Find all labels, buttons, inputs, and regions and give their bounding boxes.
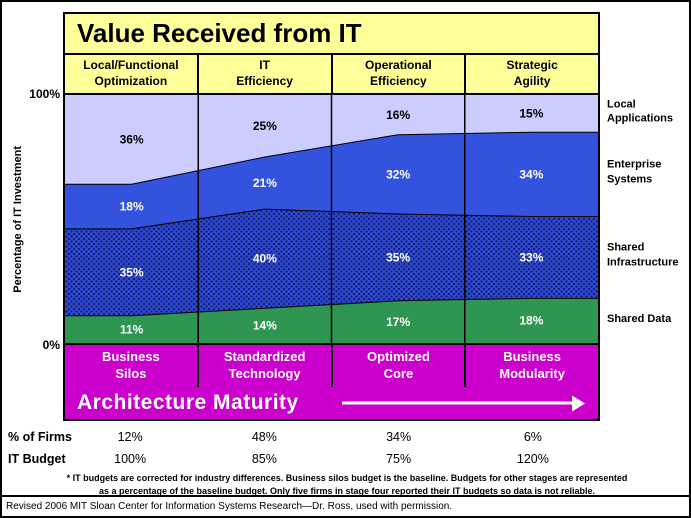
value-label: 35% [386, 250, 410, 264]
value-label: 21% [253, 176, 277, 190]
y-tick-0: 0% [42, 338, 60, 352]
y-axis: Percentage of IT Investment [6, 93, 30, 345]
right-arrow-icon [342, 401, 572, 405]
budget-row-label: IT Budget [8, 452, 66, 466]
firms-row-label: % of Firms [8, 430, 72, 444]
budget-value: 120% [516, 452, 549, 466]
value-label: 35% [120, 265, 144, 279]
maturity-stages: Business Silos Standardized Technology O… [63, 343, 600, 389]
column-header: Operational Efficiency [333, 55, 467, 93]
series-label-enterprise-systems: Enterprise Systems [607, 159, 662, 186]
firms-row-values: 12% 48% 34% 6% [63, 430, 600, 444]
budget-row-values: 100% 85% 75% 120% [63, 452, 600, 466]
budget-value: 85% [251, 452, 277, 466]
firms-value: 34% [386, 430, 412, 444]
series-label-local-applications: Local Applications [607, 98, 674, 125]
budget-value: 100% [114, 452, 147, 466]
column-header: IT Efficiency [199, 55, 333, 93]
firms-value: 6% [523, 430, 542, 444]
firms-value: 12% [117, 430, 143, 444]
value-label: 34% [519, 167, 543, 181]
firms-value: 48% [251, 430, 277, 444]
budget-value: 75% [386, 452, 412, 466]
column-header: Local/Functional Optimization [65, 55, 199, 93]
value-label: 16% [386, 108, 410, 122]
series-labels: Local Applications Enterprise Systems Shar… [607, 93, 685, 345]
footnote: * IT budgets are corrected for industry … [66, 473, 628, 496]
series-label-shared-data: Shared Data [607, 312, 672, 325]
column-header: Strategic Agility [506, 58, 558, 88]
credit-line: Revised 2006 MIT Sloan Center for Inform… [6, 501, 453, 512]
chart-canvas: 36% 25% 16% 15% 18% 21% 32% 34% 35% 40% 35% 33% 11% 1… [65, 95, 598, 343]
divider-line [2, 495, 689, 497]
value-label: 11% [120, 322, 144, 336]
column-headers: Local/Functional Optimization IT Efficie… [63, 53, 600, 95]
stage-cell: Optimized Core [333, 345, 467, 387]
architecture-maturity-banner: Architecture Maturity [63, 387, 600, 421]
banner-label: Architecture Maturity [77, 391, 299, 414]
value-label: 18% [120, 200, 144, 214]
value-label: 25% [253, 119, 277, 133]
stage-cell: Business Silos [65, 345, 199, 387]
value-label: 14% [253, 319, 277, 333]
value-label: 18% [519, 314, 543, 328]
value-label: 36% [120, 133, 144, 147]
stage-cell: Business Modularity [499, 349, 565, 381]
value-label: 40% [253, 252, 277, 266]
value-label: 33% [519, 250, 543, 264]
y-tick-100: 100% [29, 87, 60, 101]
value-label: 17% [386, 315, 410, 329]
y-axis-title: Percentage of IT Investment [12, 145, 24, 293]
chart-title: Value Received from IT [63, 12, 600, 55]
value-label: 32% [386, 167, 410, 181]
stage-cell: Standardized Technology [199, 345, 333, 387]
value-label: 15% [519, 107, 543, 121]
series-label-shared-infrastructure: Shared Infrastructure [607, 242, 679, 269]
stacked-area-chart: 36% 25% 16% 15% 18% 21% 32% 34% 35% 40% 35% 33% 11% 1… [63, 93, 600, 345]
